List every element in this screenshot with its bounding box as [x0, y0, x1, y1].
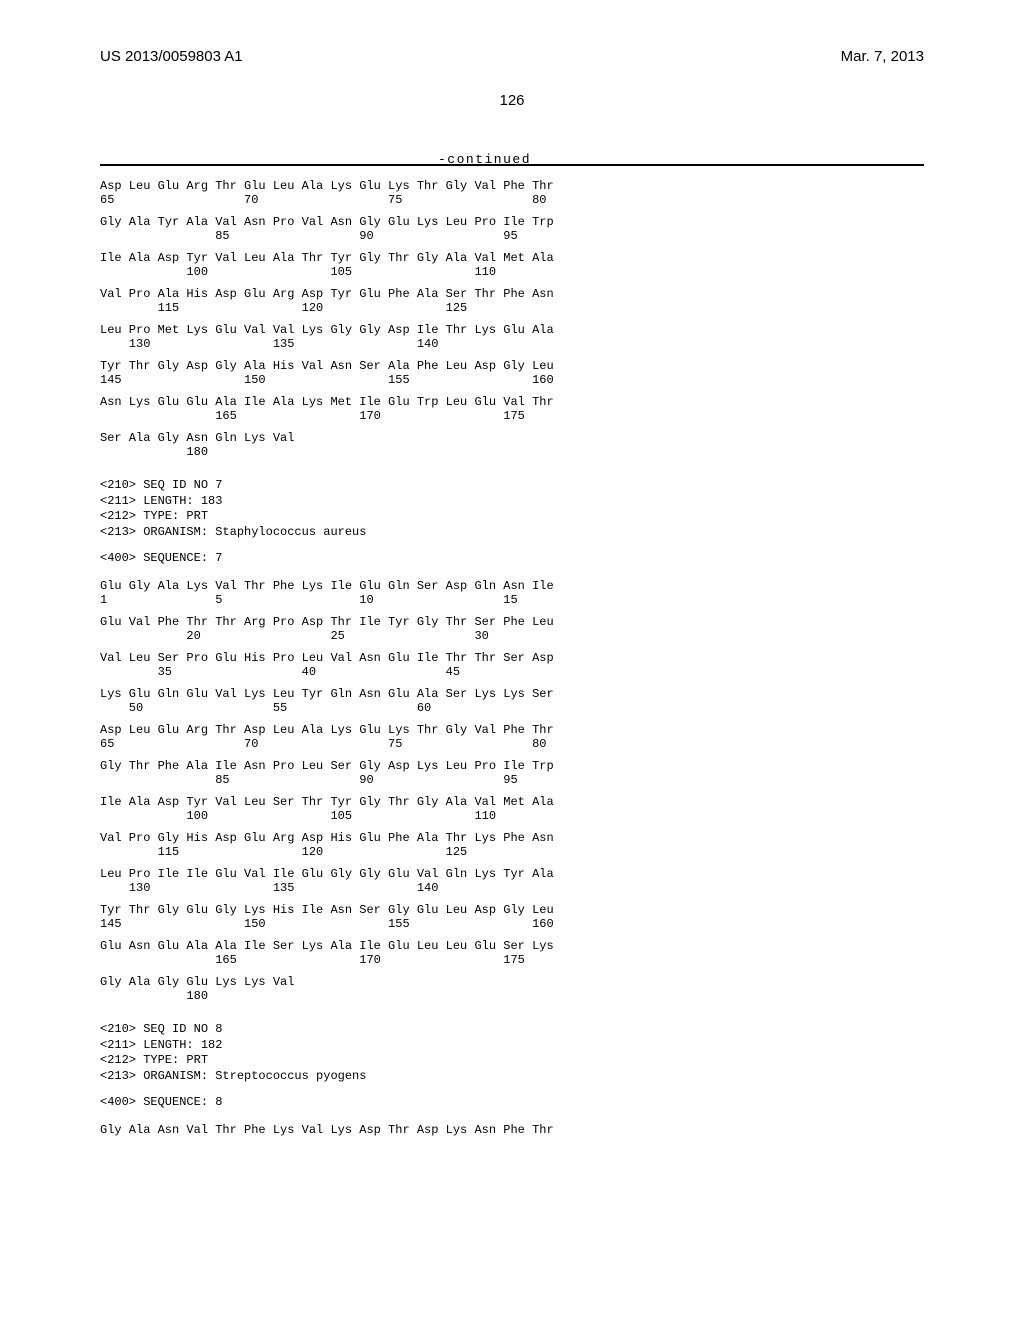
num-line: 130 135 140: [100, 337, 438, 351]
num-line: 180: [100, 989, 208, 1003]
aa-line: Leu Pro Met Lys Glu Val Val Lys Gly Gly …: [100, 323, 554, 337]
seq7-row-97: Ile Ala Asp Tyr Val Leu Ser Thr Tyr Gly …: [100, 796, 554, 824]
seq-type-line: <212> TYPE: PRT: [100, 1053, 208, 1067]
seq8-row-1: Gly Ala Asn Val Thr Phe Lys Val Lys Asp …: [100, 1124, 554, 1138]
seq7-row-49: Lys Glu Gln Glu Val Lys Leu Tyr Gln Asn …: [100, 688, 554, 716]
aa-line: Val Pro Ala His Asp Glu Arg Asp Tyr Glu …: [100, 287, 554, 301]
seq7-sequence-label: <400> SEQUENCE: 7: [100, 552, 222, 566]
publication-header: US 2013/0059803 A1 Mar. 7, 2013: [0, 48, 1024, 65]
num-line: 180: [100, 445, 208, 459]
seq6-row-145: Tyr Thr Gly Asp Gly Ala His Val Asn Ser …: [100, 360, 554, 388]
seq8-header: <210> SEQ ID NO 8 <211> LENGTH: 182 <212…: [100, 1022, 366, 1084]
num-line: 145 150 155 160: [100, 373, 554, 387]
seq-organism-line: <213> ORGANISM: Streptococcus pyogens: [100, 1069, 366, 1083]
num-line: 165 170 175: [100, 409, 525, 423]
seq-id-line: <210> SEQ ID NO 7: [100, 478, 222, 492]
seq7-row-65: Asp Leu Glu Arg Thr Asp Leu Ala Lys Glu …: [100, 724, 554, 752]
aa-line: Lys Glu Gln Glu Val Lys Leu Tyr Gln Asn …: [100, 687, 554, 701]
num-line: 115 120 125: [100, 845, 467, 859]
seq6-row-97: Ile Ala Asp Tyr Val Leu Ala Thr Tyr Gly …: [100, 252, 554, 280]
seq7-row-113: Val Pro Gly His Asp Glu Arg Asp His Glu …: [100, 832, 554, 860]
num-line: 165 170 175: [100, 953, 525, 967]
seq7-header: <210> SEQ ID NO 7 <211> LENGTH: 183 <212…: [100, 478, 366, 540]
aa-line: Asp Leu Glu Arg Thr Asp Leu Ala Lys Glu …: [100, 723, 554, 737]
seq6-row-177: Ser Ala Gly Asn Gln Lys Val 180: [100, 432, 294, 460]
seq-type-line: <212> TYPE: PRT: [100, 509, 208, 523]
aa-line: Gly Ala Tyr Ala Val Asn Pro Val Asn Gly …: [100, 215, 554, 229]
num-line: 20 25 30: [100, 629, 489, 643]
seq6-row-161: Asn Lys Glu Glu Ala Ile Ala Lys Met Ile …: [100, 396, 554, 424]
num-line: 65 70 75 80: [100, 193, 546, 207]
publication-id: US 2013/0059803 A1: [100, 48, 243, 65]
seq-organism-line: <213> ORGANISM: Staphylococcus aureus: [100, 525, 366, 539]
page-number: 126: [0, 92, 1024, 109]
aa-line: Gly Ala Asn Val Thr Phe Lys Val Lys Asp …: [100, 1123, 554, 1137]
num-line: 130 135 140: [100, 881, 438, 895]
seq7-row-145: Tyr Thr Gly Glu Gly Lys His Ile Asn Ser …: [100, 904, 554, 932]
num-line: 1 5 10 15: [100, 593, 518, 607]
seq-id-line: <210> SEQ ID NO 8: [100, 1022, 222, 1036]
aa-line: Val Pro Gly His Asp Glu Arg Asp His Glu …: [100, 831, 554, 845]
seq-length-line: <211> LENGTH: 182: [100, 1038, 222, 1052]
aa-line: Val Leu Ser Pro Glu His Pro Leu Val Asn …: [100, 651, 554, 665]
aa-line: Gly Ala Gly Glu Lys Lys Val: [100, 975, 294, 989]
num-line: 50 55 60: [100, 701, 431, 715]
num-line: 85 90 95: [100, 773, 518, 787]
seq7-row-161: Glu Asn Glu Ala Ala Ile Ser Lys Ala Ile …: [100, 940, 554, 968]
num-line: 85 90 95: [100, 229, 518, 243]
aa-line: Glu Val Phe Thr Thr Arg Pro Asp Thr Ile …: [100, 615, 554, 629]
seq7-row-33: Val Leu Ser Pro Glu His Pro Leu Val Asn …: [100, 652, 554, 680]
seq7-row-1: Glu Gly Ala Lys Val Thr Phe Lys Ile Glu …: [100, 580, 554, 608]
seq7-row-81: Gly Thr Phe Ala Ile Asn Pro Leu Ser Gly …: [100, 760, 554, 788]
aa-line: Asn Lys Glu Glu Ala Ile Ala Lys Met Ile …: [100, 395, 554, 409]
num-line: 35 40 45: [100, 665, 460, 679]
seq8-sequence-label: <400> SEQUENCE: 8: [100, 1096, 222, 1110]
aa-line: Ile Ala Asp Tyr Val Leu Ser Thr Tyr Gly …: [100, 795, 554, 809]
aa-line: Tyr Thr Gly Glu Gly Lys His Ile Asn Ser …: [100, 903, 554, 917]
seq6-row-81: Gly Ala Tyr Ala Val Asn Pro Val Asn Gly …: [100, 216, 554, 244]
seq7-row-177: Gly Ala Gly Glu Lys Lys Val 180: [100, 976, 294, 1004]
seq6-row-65: Asp Leu Glu Arg Thr Glu Leu Ala Lys Glu …: [100, 180, 554, 208]
num-line: 145 150 155 160: [100, 917, 554, 931]
aa-line: Ile Ala Asp Tyr Val Leu Ala Thr Tyr Gly …: [100, 251, 554, 265]
seq6-row-129: Leu Pro Met Lys Glu Val Val Lys Gly Gly …: [100, 324, 554, 352]
aa-line: Gly Thr Phe Ala Ile Asn Pro Leu Ser Gly …: [100, 759, 554, 773]
aa-line: Asp Leu Glu Arg Thr Glu Leu Ala Lys Glu …: [100, 179, 554, 193]
seq6-row-113: Val Pro Ala His Asp Glu Arg Asp Tyr Glu …: [100, 288, 554, 316]
aa-line: Ser Ala Gly Asn Gln Lys Val: [100, 431, 294, 445]
num-line: 115 120 125: [100, 301, 467, 315]
aa-line: Glu Asn Glu Ala Ala Ile Ser Lys Ala Ile …: [100, 939, 554, 953]
seq-length-line: <211> LENGTH: 183: [100, 494, 222, 508]
aa-line: Leu Pro Ile Ile Glu Val Ile Glu Gly Gly …: [100, 867, 554, 881]
num-line: 100 105 110: [100, 265, 496, 279]
seq7-row-17: Glu Val Phe Thr Thr Arg Pro Asp Thr Ile …: [100, 616, 554, 644]
aa-line: Tyr Thr Gly Asp Gly Ala His Val Asn Ser …: [100, 359, 554, 373]
aa-line: Glu Gly Ala Lys Val Thr Phe Lys Ile Glu …: [100, 579, 554, 593]
publication-date: Mar. 7, 2013: [841, 48, 924, 65]
horizontal-rule: [100, 164, 924, 166]
seq7-row-129: Leu Pro Ile Ile Glu Val Ile Glu Gly Gly …: [100, 868, 554, 896]
num-line: 100 105 110: [100, 809, 496, 823]
num-line: 65 70 75 80: [100, 737, 546, 751]
